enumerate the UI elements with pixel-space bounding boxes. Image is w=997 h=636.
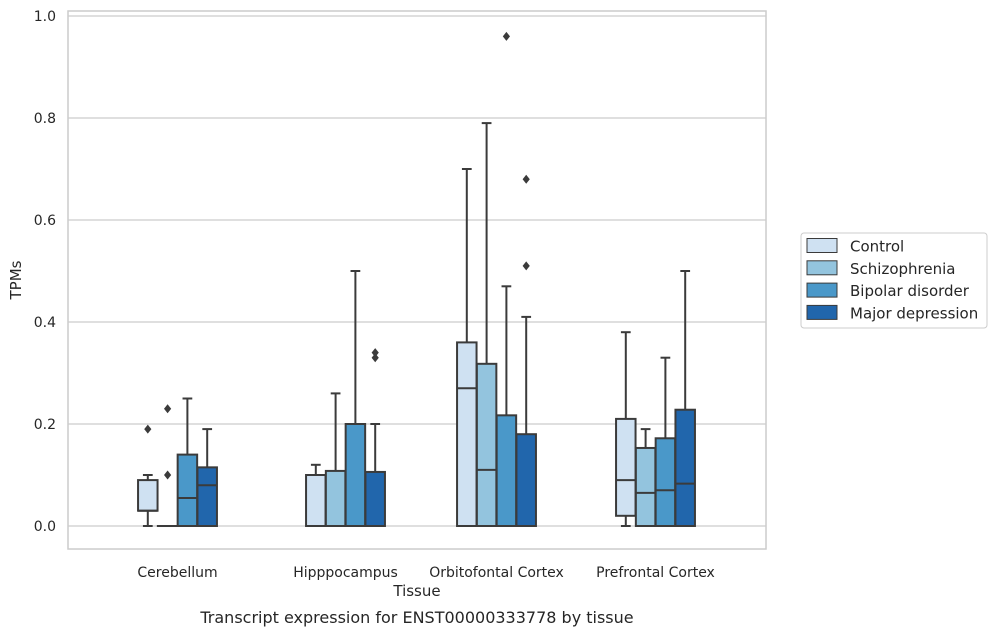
box-body — [515, 433, 537, 528]
legend-frame — [800, 232, 988, 329]
box-schizophrenia — [634, 428, 657, 527]
boxes — [137, 31, 696, 528]
legend-swatch — [806, 238, 838, 253]
box-bipolar-disorder — [654, 356, 677, 527]
box-major-depression — [674, 270, 696, 527]
y-tick-labels: 0.0 0.2 0.4 0.6 0.8 1.0 — [34, 9, 56, 535]
box-body — [176, 453, 199, 528]
outlier-point — [522, 261, 530, 271]
box-control — [305, 463, 327, 527]
outlier-point — [502, 31, 510, 41]
y-tick-label: 0.6 — [34, 213, 56, 229]
box-control — [456, 168, 478, 527]
box-bipolar-disorder — [344, 270, 367, 527]
y-tick-label: 1.0 — [34, 9, 56, 25]
box-control — [615, 331, 637, 527]
box-body — [615, 417, 637, 517]
box-body — [364, 470, 386, 528]
box-body — [634, 446, 657, 527]
outlier-point — [144, 424, 152, 434]
box-body — [196, 466, 218, 528]
legend-label: Control — [850, 238, 904, 256]
outlier-point — [164, 404, 172, 414]
y-tick-label: 0.0 — [34, 519, 56, 535]
box-body — [324, 469, 347, 528]
box-body — [674, 408, 696, 527]
box-schizophrenia — [475, 122, 498, 527]
y-tick-label: 0.4 — [34, 315, 56, 331]
box-body — [475, 362, 498, 527]
legend: Control Schizophrenia Bipolar disorder Majo… — [800, 232, 988, 329]
box-body — [137, 479, 159, 512]
x-tick-labels: Cerebellum Hipppocampus Orbitofontal Corte… — [137, 565, 714, 581]
box-body — [305, 474, 327, 527]
box-bipolar-disorder — [495, 31, 518, 527]
x-tick-label: Prefrontal Cortex — [596, 565, 715, 581]
y-axis-title: TPMs — [7, 260, 25, 300]
legend-swatch — [806, 260, 838, 276]
legend-swatch — [806, 282, 838, 298]
box-body — [495, 414, 518, 527]
legend-label: Major depression — [850, 304, 978, 322]
y-tick-label: 0.8 — [34, 111, 56, 127]
outlier-point — [371, 353, 379, 363]
y-tick-label: 0.2 — [34, 417, 56, 433]
box-major-depression — [515, 174, 537, 528]
box-major-depression — [364, 348, 386, 528]
box-schizophrenia — [156, 404, 179, 528]
outlier-point — [371, 348, 379, 358]
x-tick-label: Cerebellum — [137, 565, 217, 581]
box-body — [344, 423, 367, 527]
legend-swatch — [806, 304, 838, 320]
x-axis-title: Tissue — [392, 582, 440, 600]
chart-caption: Transcript expression for ENST0000033377… — [199, 608, 633, 627]
box-body — [654, 437, 677, 527]
box-major-depression — [196, 428, 218, 528]
box-control — [137, 424, 159, 527]
outlier-point — [522, 174, 530, 184]
outlier-point — [164, 470, 172, 480]
x-tick-label: Orbitofontal Cortex — [429, 565, 564, 581]
legend-label: Bipolar disorder — [850, 282, 970, 300]
x-tick-label: Hipppocampus — [293, 565, 398, 581]
box-bipolar-disorder — [176, 397, 199, 528]
box-schizophrenia — [324, 392, 347, 528]
legend-label: Schizophrenia — [850, 260, 955, 278]
box-body — [456, 341, 478, 527]
plot-area-frame — [67, 10, 767, 550]
